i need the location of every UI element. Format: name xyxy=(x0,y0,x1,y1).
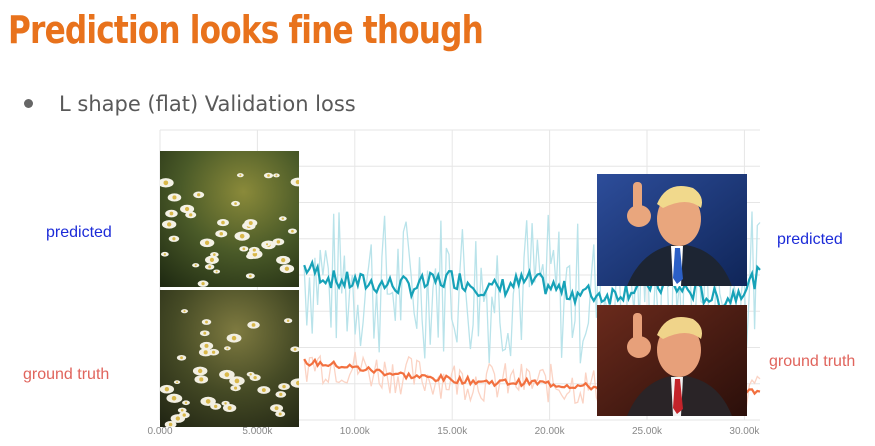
daisy-center xyxy=(201,282,205,286)
daisy-center xyxy=(180,356,183,360)
x-tick-label: 10.00k xyxy=(340,426,371,437)
daisy-center xyxy=(253,375,257,380)
daisy-center xyxy=(296,380,299,386)
daisy-center xyxy=(219,231,224,236)
daisy-center xyxy=(175,416,181,421)
daisy-center xyxy=(224,372,230,377)
validation-smoothed-line xyxy=(303,258,761,311)
daisy-center xyxy=(172,195,177,200)
daisy-center xyxy=(252,248,256,252)
daisy-center xyxy=(242,247,246,251)
daisy-center xyxy=(182,413,186,417)
daisy-center xyxy=(291,229,294,233)
person-ground-truth-image xyxy=(597,305,747,416)
daisy-center xyxy=(215,270,218,273)
daisy-center xyxy=(231,335,237,341)
bullet-item: L shape (flat) Validation loss xyxy=(24,92,356,116)
daisy-petal xyxy=(290,177,299,187)
daisy-center xyxy=(197,368,203,374)
daisy-predicted-image xyxy=(160,151,299,287)
daisy-center xyxy=(168,422,173,427)
daisy-center xyxy=(167,222,172,227)
daisy-center xyxy=(203,331,207,335)
daisy-center xyxy=(184,206,190,212)
daisy-center xyxy=(221,220,225,225)
bullet-text: L shape (flat) Validation loss xyxy=(59,92,356,116)
right-predicted-label: predicted xyxy=(777,231,843,248)
daisy-center xyxy=(184,401,188,404)
slide-title: Prediction looks fine though xyxy=(8,8,484,52)
daisy-center xyxy=(213,253,216,256)
daisy-center xyxy=(172,237,176,241)
daisy-center xyxy=(286,319,290,322)
daisy-center xyxy=(248,221,253,225)
right-ground-truth-label: ground truth xyxy=(769,353,856,370)
daisy-center xyxy=(171,395,177,401)
daisy-center xyxy=(208,265,212,269)
daisy-center xyxy=(249,373,252,376)
daisy-center xyxy=(239,233,245,239)
daisy-center xyxy=(278,412,282,416)
daisy-ground-truth-image xyxy=(160,290,299,427)
daisy-center xyxy=(176,381,179,384)
daisy-center xyxy=(203,350,208,355)
x-tick-label: 5.000k xyxy=(242,426,273,437)
daisy-center xyxy=(183,310,186,313)
daisy-center xyxy=(261,388,266,392)
daisy-center xyxy=(163,253,167,256)
daisy-center xyxy=(205,399,211,404)
daisy-center xyxy=(197,193,201,197)
daisy-center xyxy=(214,404,218,409)
daisy-center xyxy=(204,343,209,348)
daisy-center xyxy=(279,392,283,397)
daisy-center xyxy=(281,217,284,220)
daisy-center xyxy=(276,240,281,244)
daisy-center xyxy=(275,174,278,177)
x-tick-label: 15.00k xyxy=(437,426,468,437)
daisy-center xyxy=(267,174,270,177)
bullet-dot-icon xyxy=(24,98,33,108)
daisy-center xyxy=(205,320,208,324)
daisy-center xyxy=(209,257,215,262)
daisy-petal xyxy=(290,378,299,388)
daisy-center xyxy=(199,377,204,382)
left-ground-truth-label: ground truth xyxy=(23,366,110,383)
daisy-center xyxy=(226,347,229,350)
daisy-center xyxy=(274,406,279,411)
left-predicted-label: predicted xyxy=(46,224,112,241)
person-predicted-image xyxy=(597,174,747,286)
daisy-center xyxy=(189,213,193,217)
daisy-center xyxy=(266,243,269,246)
x-tick-label: 30.00k xyxy=(729,426,760,437)
daisy-center xyxy=(281,257,286,263)
daisy-center xyxy=(293,347,297,351)
daisy-center xyxy=(239,174,242,177)
daisy-center xyxy=(180,408,184,412)
daisy-center xyxy=(224,402,227,405)
daisy-center xyxy=(234,378,240,384)
x-tick-label: 0.000 xyxy=(147,426,172,437)
daisy-center xyxy=(234,202,237,205)
x-tick-label: 20.00k xyxy=(535,426,566,437)
daisy-center xyxy=(251,323,256,327)
daisy-center xyxy=(163,180,169,186)
daisy-center xyxy=(204,240,210,245)
x-tick-label: 25.00k xyxy=(632,426,663,437)
daisy-center xyxy=(164,387,170,392)
daisy-center xyxy=(194,264,197,267)
daisy-center xyxy=(284,266,290,271)
daisy-center xyxy=(248,274,252,278)
daisy-center xyxy=(169,211,174,216)
daisy-center xyxy=(295,179,299,185)
daisy-center xyxy=(234,386,238,390)
daisy-center xyxy=(282,384,286,389)
daisy-center xyxy=(211,350,216,354)
daisy-center xyxy=(227,406,232,411)
